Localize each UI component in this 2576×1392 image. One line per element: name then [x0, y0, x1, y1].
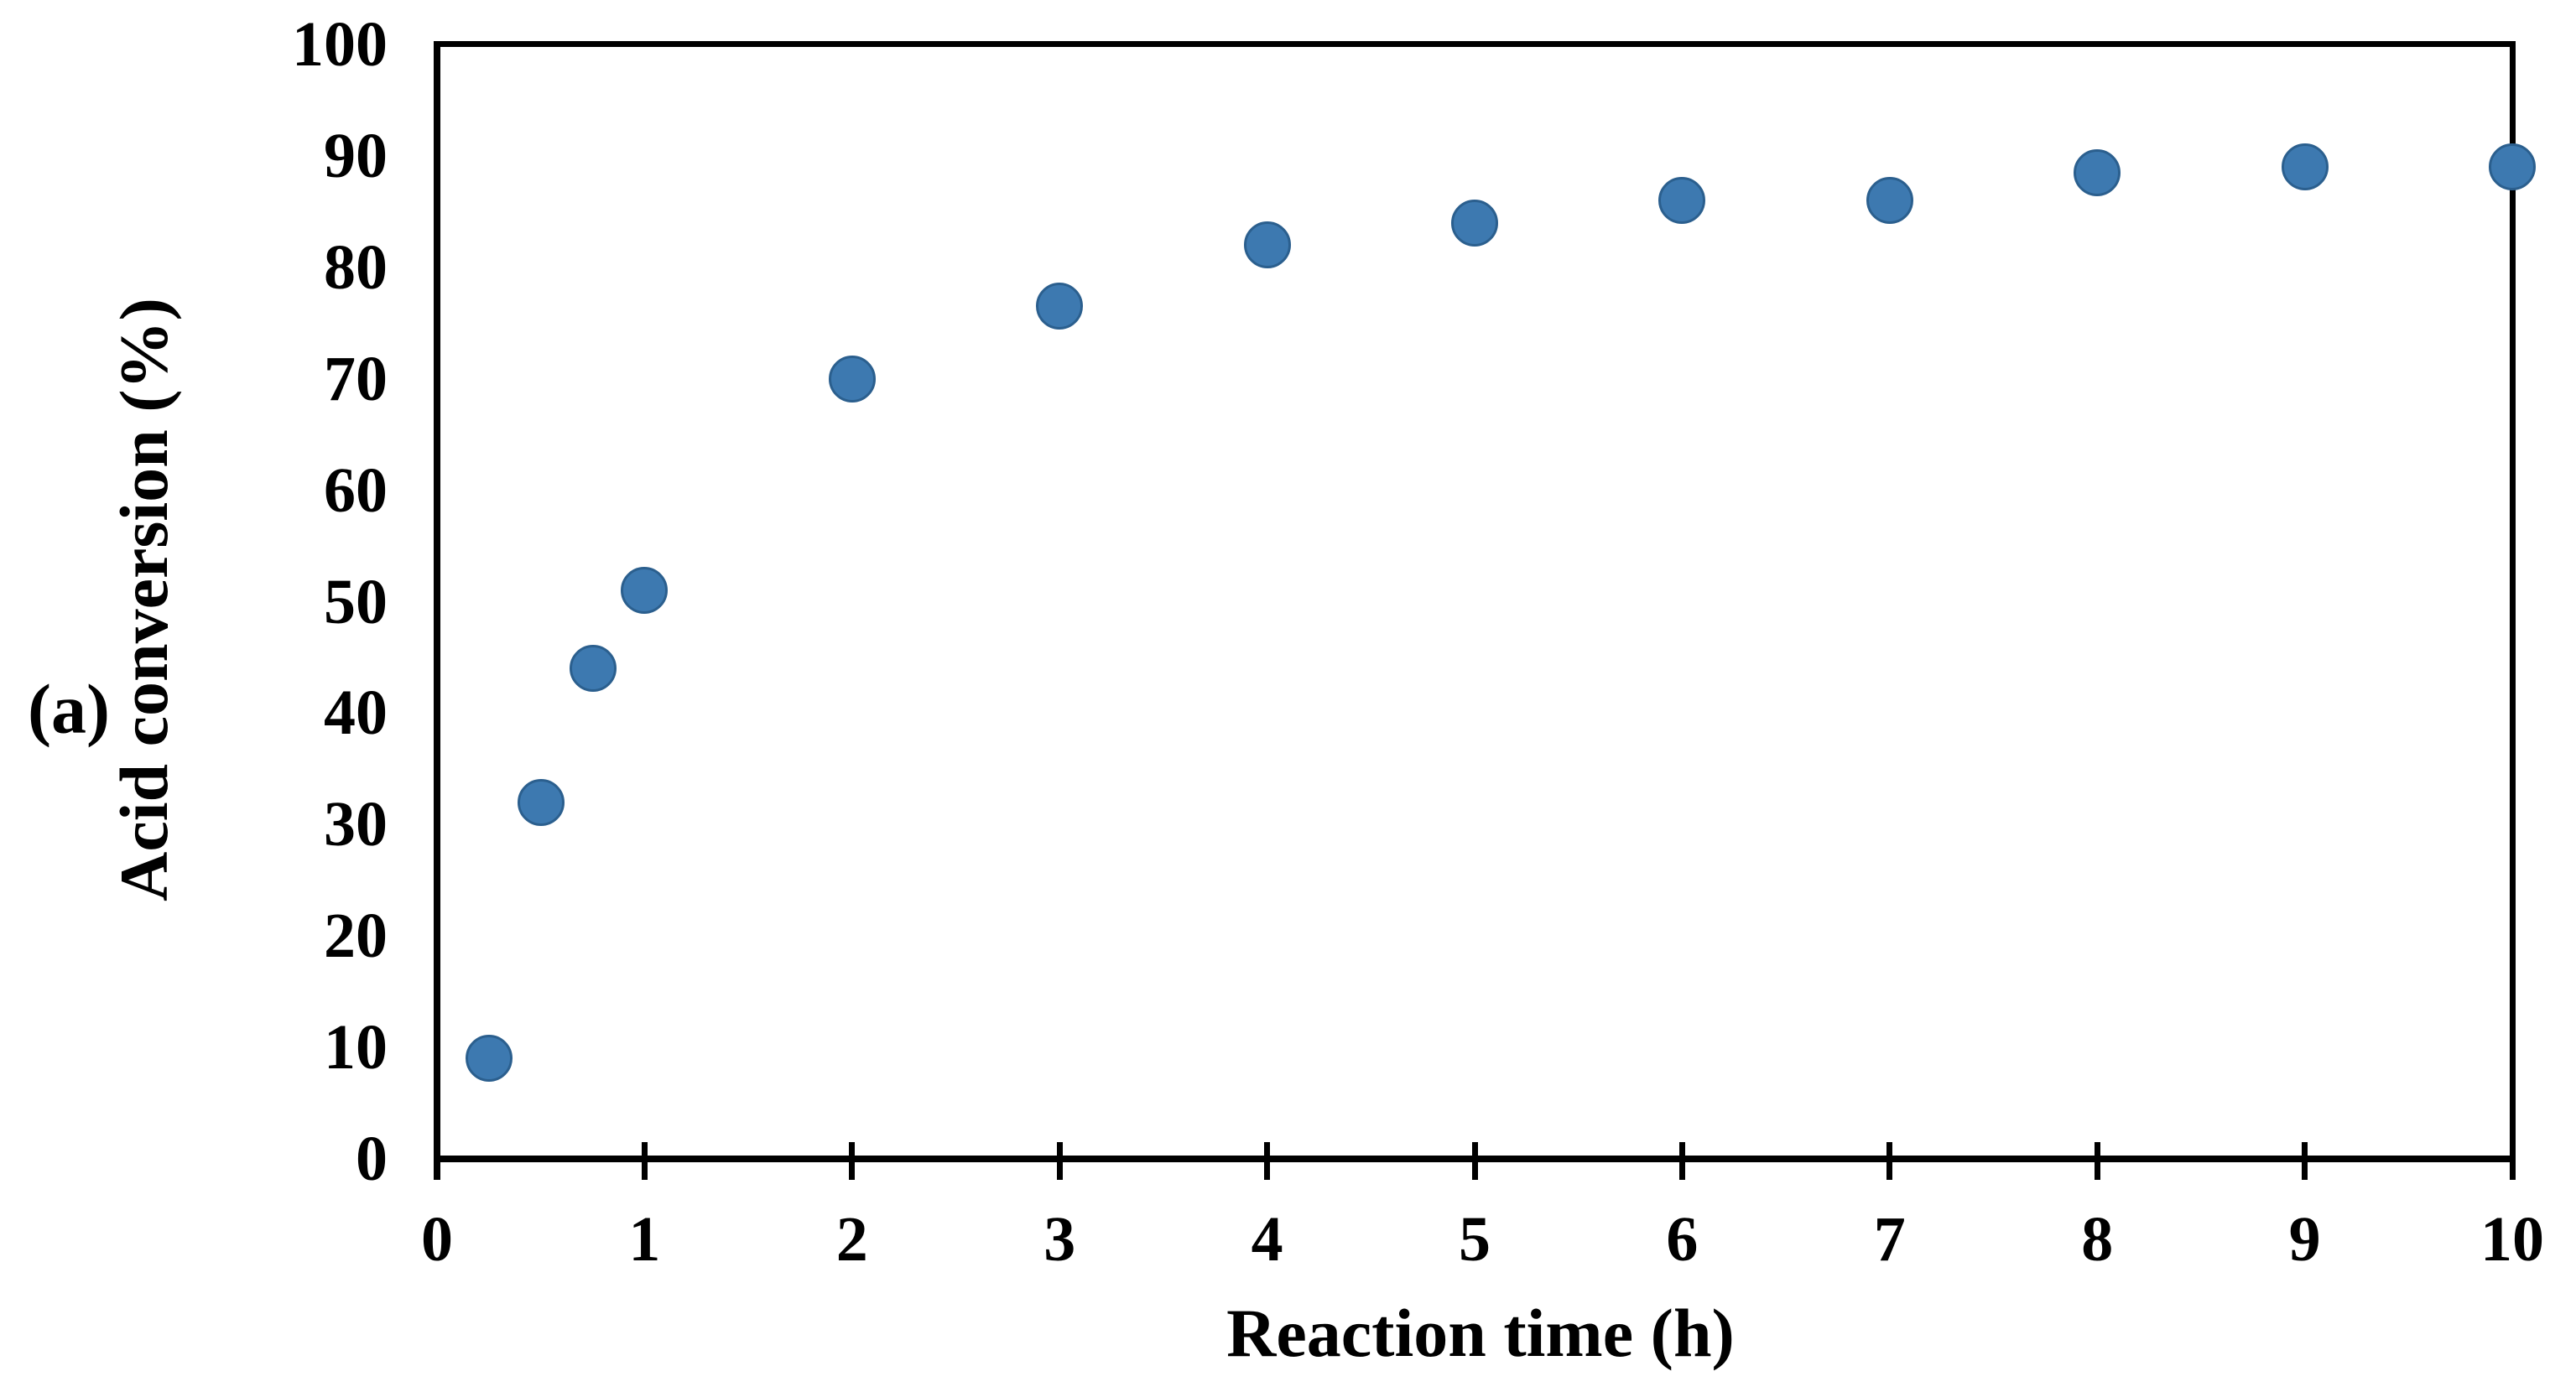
- y-axis-line: [434, 41, 440, 1180]
- data-point: [517, 778, 565, 826]
- x-tick-label: 5: [1459, 1204, 1491, 1275]
- data-point: [569, 645, 617, 693]
- data-point: [2489, 143, 2536, 191]
- data-point: [2281, 143, 2329, 191]
- x-tick-mark: [1471, 1142, 1478, 1180]
- y-tick-label: 100: [292, 9, 388, 80]
- data-point: [2074, 148, 2121, 196]
- x-tick-mark: [641, 1142, 648, 1180]
- panel-label: (a): [28, 670, 110, 749]
- data-point: [1451, 199, 1498, 247]
- y-tick-label: 60: [324, 454, 388, 526]
- top-spine: [434, 41, 2516, 47]
- y-tick-label: 30: [324, 789, 388, 860]
- x-axis-title: Reaction time (h): [1226, 1295, 1735, 1371]
- data-point: [621, 567, 669, 615]
- data-point: [1658, 177, 1706, 225]
- data-point: [1036, 283, 1084, 330]
- data-point: [1243, 221, 1291, 269]
- x-tick-label: 8: [2081, 1204, 2114, 1275]
- y-tick-label: 20: [324, 901, 388, 972]
- y-tick-label: 0: [356, 1124, 388, 1194]
- data-point: [828, 355, 876, 403]
- x-tick-label: 2: [835, 1204, 868, 1275]
- x-tick-mark: [2094, 1142, 2100, 1180]
- x-tick-mark: [2302, 1142, 2308, 1180]
- x-tick-label: 1: [628, 1204, 661, 1275]
- x-tick-label: 3: [1043, 1204, 1076, 1275]
- data-point: [1866, 177, 1913, 225]
- right-spine: [2510, 41, 2516, 1180]
- x-tick-label: 9: [2288, 1204, 2321, 1275]
- y-tick-label: 80: [324, 231, 388, 303]
- x-tick-label: 7: [1873, 1204, 1906, 1275]
- y-tick-label: 70: [324, 343, 388, 414]
- x-tick-mark: [1678, 1142, 1685, 1180]
- x-tick-label: 4: [1251, 1204, 1283, 1275]
- x-tick-mark: [1056, 1142, 1063, 1180]
- y-tick-label: 90: [324, 120, 388, 191]
- x-tick-label: 10: [2480, 1204, 2544, 1275]
- x-tick-mark: [1886, 1142, 1893, 1180]
- x-tick-mark: [1264, 1142, 1271, 1180]
- x-tick-mark: [849, 1142, 856, 1180]
- x-tick-label: 0: [421, 1204, 453, 1275]
- data-point: [465, 1035, 513, 1083]
- y-tick-label: 50: [324, 566, 388, 637]
- y-tick-label: 10: [324, 1012, 388, 1083]
- x-tick-label: 6: [1666, 1204, 1699, 1275]
- y-tick-label: 40: [324, 678, 388, 749]
